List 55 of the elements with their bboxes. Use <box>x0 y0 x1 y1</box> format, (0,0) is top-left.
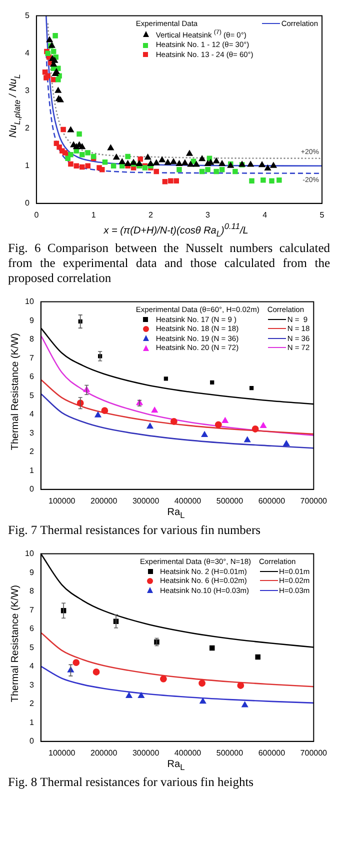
y-tick-label: 10 <box>24 549 34 558</box>
x-tick-label: 300000 <box>132 748 160 758</box>
x-tick-label: 700000 <box>300 496 328 506</box>
x-tick-label: 600000 <box>258 496 286 506</box>
y-tick-label: 6 <box>29 624 34 634</box>
y-axis-title: Thermal Resistance (K/W) <box>10 585 20 702</box>
y-tick-label: 3 <box>24 86 30 96</box>
y-tick-label: 5 <box>24 11 30 20</box>
y-tick-label: 3 <box>29 680 34 690</box>
y-tick-label: 2 <box>29 699 34 708</box>
y-tick-label: 0 <box>29 484 34 494</box>
caption: Fig. 6 Comparison between the Nusselt numbers calculated from the experimental data and those calculated from the proposed correlation <box>8 241 330 286</box>
y-tick-label: 9 <box>29 568 34 578</box>
y-tick-label: 1 <box>29 466 34 476</box>
y-tick-label: 7 <box>29 606 34 615</box>
y-tick-label: 7 <box>29 354 34 363</box>
x-tick-label: 100000 <box>48 748 76 758</box>
y-tick-label: 8 <box>29 334 34 344</box>
x-tick-label: 200000 <box>90 748 118 758</box>
x-tick-label: 400000 <box>174 748 202 758</box>
y-tick-label: 1 <box>24 161 30 170</box>
caption: Fig. 7 Thermal resistances for various fin numbers <box>8 523 262 538</box>
x-tick-label: 700000 <box>300 748 328 758</box>
x-tick-label: 200000 <box>90 496 118 506</box>
y-tick-label: 10 <box>24 297 34 306</box>
y-tick-label: 4 <box>29 662 34 671</box>
y-tick-label: 1 <box>29 718 34 728</box>
caption: Fig. 8 Thermal resistances for various fin heights <box>8 775 255 790</box>
y-tick-label: 8 <box>29 586 34 596</box>
x-tick-label: 3 <box>206 210 211 220</box>
y-tick-label: 5 <box>29 643 34 652</box>
y-tick-label: 3 <box>29 428 34 438</box>
x-tick-label: 300000 <box>132 496 160 506</box>
y-tick-label: 2 <box>24 124 30 133</box>
x-tick-label: 4 <box>262 210 268 220</box>
x-tick-label: 600000 <box>258 748 286 758</box>
y-tick-label: 0 <box>29 736 34 746</box>
x-tick-label: 500000 <box>216 496 244 506</box>
y-axis-title: Thermal Resistance (K/W) <box>10 333 20 450</box>
y-tick-label: 5 <box>29 391 34 400</box>
x-tick-label: 100000 <box>48 496 76 506</box>
y-tick-label: 6 <box>29 372 34 382</box>
x-tick-label: 400000 <box>174 496 202 506</box>
x-axis-title: Ra$_{L}$ <box>166 507 186 520</box>
x-axis-title: x = (π(D+H)/N-t)(cosθ Ra$_{L}$)$^{0.11}$/L <box>102 221 250 238</box>
x-tick-label: 500000 <box>216 748 244 758</box>
y-tick-label: 4 <box>29 410 34 419</box>
x-tick-label: 1 <box>91 210 96 220</box>
x-axis-title: Ra$_{L}$ <box>166 759 186 772</box>
y-tick-label: 9 <box>29 316 34 326</box>
y-tick-label: 4 <box>24 48 30 58</box>
y-tick-label: 0 <box>24 198 30 208</box>
x-tick-label: 2 <box>148 210 154 220</box>
y-tick-label: 2 <box>29 447 34 456</box>
x-tick-label: 5 <box>320 210 325 220</box>
